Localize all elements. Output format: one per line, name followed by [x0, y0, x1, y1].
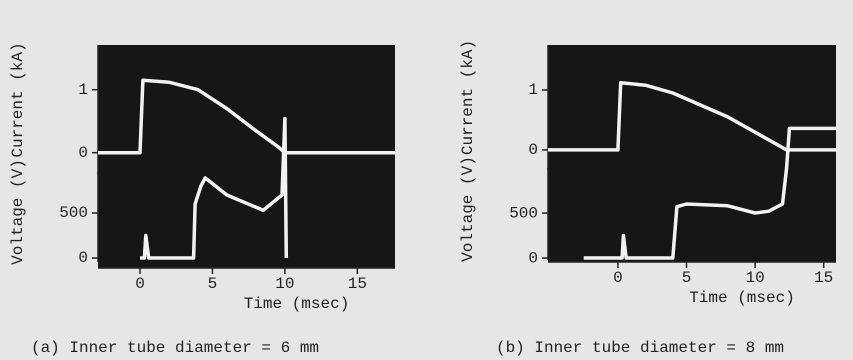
y-axis-label: Current (kA)	[9, 42, 27, 157]
y-tick-label: 0	[78, 144, 88, 162]
x-tick-label: 10	[275, 275, 294, 293]
y2-tick-label: 0	[78, 249, 88, 267]
x-tick-label: 10	[745, 269, 764, 287]
plot-area	[548, 45, 836, 262]
y2-axis-label: Voltage (V)	[459, 156, 477, 262]
y2-axis-label: Voltage (V)	[9, 159, 27, 265]
caption: (b) Inner tube diameter = 8 mm	[496, 339, 784, 357]
x-tick-label: 0	[613, 269, 623, 287]
y2-tick-label: 500	[59, 204, 88, 222]
y2-tick-label: 500	[509, 204, 538, 222]
caption: (a) Inner tube diameter = 6 mm	[31, 339, 319, 357]
x-tick-label: 5	[208, 275, 218, 293]
y-tick-label: 1	[528, 81, 538, 99]
y-tick-label: 0	[528, 141, 538, 159]
x-tick-label: 0	[135, 275, 145, 293]
x-axis-label: Time (msec)	[689, 289, 795, 307]
x-tick-label: 5	[682, 269, 692, 287]
x-axis-label: Time (msec)	[244, 295, 350, 313]
y-tick-label: 1	[78, 81, 88, 99]
x-tick-label: 15	[348, 275, 367, 293]
x-tick-label: 15	[814, 269, 833, 287]
plot-area	[98, 45, 395, 268]
y-axis-label: Current (kA)	[459, 40, 477, 155]
y2-tick-label: 0	[528, 249, 538, 267]
figure: 010500051015Time (msec)Current (kA)Volta…	[0, 0, 853, 360]
